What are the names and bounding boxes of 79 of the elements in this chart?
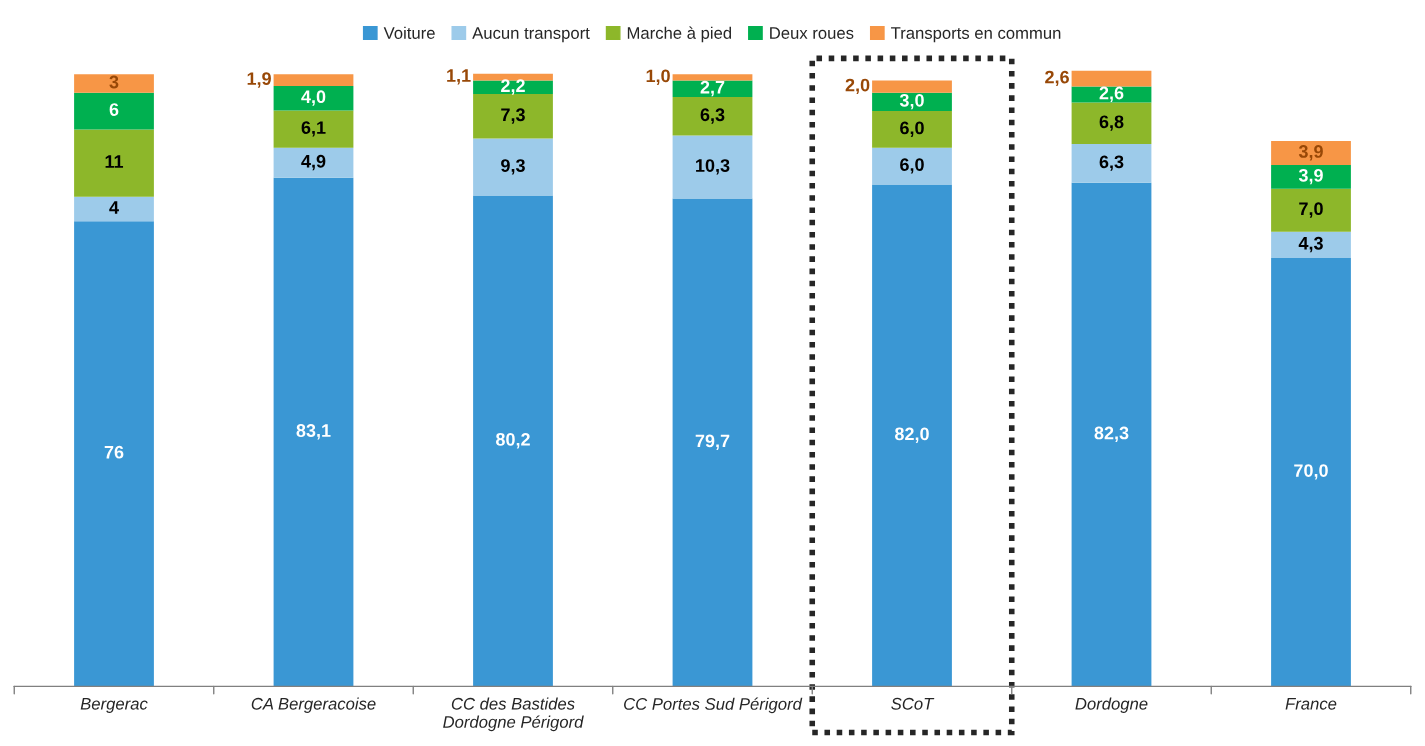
data-label: 2,6	[1099, 86, 1124, 103]
data-label: 3,9	[1298, 168, 1323, 185]
bar	[1071, 70, 1152, 87]
data-label: 80,2	[496, 432, 530, 449]
data-label: 6,8	[1099, 115, 1124, 131]
data-label: 4,3	[1298, 236, 1323, 253]
bar	[1271, 257, 1351, 687]
legend-label: Deux roues	[770, 27, 854, 39]
legend-label: Marche à pied	[627, 26, 732, 43]
data-label: 6,0	[900, 158, 924, 174]
data-label: 7,3	[501, 108, 525, 124]
data-label: 6,0	[900, 121, 924, 137]
data-label: 1,9	[247, 72, 271, 88]
data-label: 3,0	[899, 93, 924, 110]
bar	[1271, 188, 1351, 232]
bar	[74, 92, 154, 130]
bar	[273, 177, 354, 687]
data-label: 83,1	[296, 424, 331, 440]
bar	[473, 195, 553, 687]
data-label: 70,0	[1294, 464, 1328, 480]
data-label: 6,1	[301, 121, 326, 137]
x-tick-label: CC des Bastides Dordogne Périgord	[443, 697, 584, 732]
bar	[1071, 182, 1152, 687]
data-label: 1,1	[447, 69, 471, 85]
data-label: 79,7	[695, 434, 730, 450]
data-label: 4	[109, 201, 119, 214]
bar	[74, 196, 154, 222]
bar	[672, 97, 753, 136]
bar	[872, 80, 952, 93]
bar	[1271, 141, 1351, 165]
bar	[872, 184, 952, 687]
data-label: 10,3	[696, 159, 730, 175]
data-label: 6,3	[1099, 155, 1124, 171]
data-label: 11	[105, 155, 124, 168]
data-label: 6,3	[700, 108, 725, 124]
bar	[74, 74, 154, 93]
bar	[872, 111, 952, 148]
data-label: 76	[104, 445, 124, 459]
bar	[273, 74, 354, 86]
bar	[273, 85, 354, 111]
legend-label: Voiture	[383, 26, 435, 39]
legend-label: Transports en commun	[891, 27, 1061, 43]
x-tick-label: France	[1285, 698, 1337, 710]
bar	[672, 135, 753, 199]
data-label: 7,0	[1299, 202, 1323, 218]
bar	[273, 110, 354, 148]
x-tick-label: CC Portes Sud Périgord	[624, 697, 803, 714]
data-label: 3,9	[1298, 145, 1323, 161]
data-label: 3	[109, 75, 119, 89]
data-label: 2,6	[1045, 70, 1069, 87]
data-label: 2,0	[845, 78, 870, 95]
bar	[872, 147, 952, 185]
bar	[473, 93, 553, 139]
x-tick-label: Bergerac	[80, 698, 148, 713]
bar	[473, 80, 553, 94]
bar	[273, 147, 354, 178]
bar	[1071, 102, 1152, 145]
bar	[1271, 231, 1351, 258]
x-tick-label: SCoT	[891, 697, 935, 710]
bar	[473, 138, 553, 196]
data-label: 9,3	[501, 159, 525, 175]
bar	[74, 221, 154, 687]
data-label: 4,9	[301, 154, 326, 171]
bar	[672, 80, 753, 97]
x-tick-label: Dordogne	[1075, 697, 1148, 713]
data-label: 82,0	[895, 427, 929, 443]
bar	[672, 198, 753, 687]
bar	[1071, 144, 1152, 183]
legend-label: Aucun transport	[472, 27, 590, 43]
data-label: 1,0	[646, 69, 670, 85]
data-label: 6	[109, 103, 119, 116]
bar	[74, 129, 154, 197]
bar	[672, 74, 753, 81]
data-label: 2,2	[501, 79, 525, 95]
bar	[1271, 164, 1351, 189]
data-label: 4,0	[301, 90, 326, 106]
data-label: 82,3	[1094, 426, 1129, 442]
x-tick-label: CA Bergeracoise	[251, 697, 376, 713]
data-label: 2,7	[700, 80, 725, 97]
